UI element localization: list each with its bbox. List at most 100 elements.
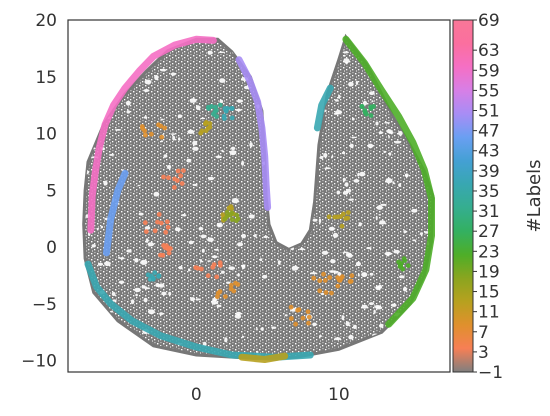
colorbar-tick-label: 35: [478, 182, 500, 202]
gap: [397, 355, 404, 358]
cluster-point: [227, 212, 233, 218]
colorbar-tick-label: 31: [478, 202, 500, 222]
label-cluster-16: [335, 273, 355, 284]
gap: [431, 135, 433, 140]
cluster-point: [207, 124, 213, 130]
cluster-point: [213, 104, 218, 110]
gap: [126, 110, 131, 114]
gap: [152, 365, 154, 368]
x-axis: 0 10: [191, 385, 350, 405]
gap: [159, 312, 164, 316]
gap: [437, 316, 442, 320]
gap: [329, 270, 335, 273]
cluster-point: [148, 273, 154, 279]
cluster-point: [178, 173, 184, 179]
cluster-point: [341, 211, 346, 217]
y-tick-label: −5: [32, 295, 57, 315]
cluster-point: [193, 265, 199, 270]
gap: [98, 335, 103, 341]
gap: [361, 272, 368, 278]
label-series-2: [103, 169, 129, 257]
gap: [145, 238, 149, 243]
gap: [383, 150, 387, 154]
cluster-point: [317, 288, 323, 294]
gap: [200, 234, 207, 239]
label-cluster-1: [193, 260, 223, 280]
gap: [304, 138, 307, 144]
gap: [259, 258, 263, 262]
gap: [398, 183, 402, 188]
colorbar-tick-label: 51: [478, 102, 500, 122]
gap: [294, 148, 297, 152]
gap: [371, 100, 374, 103]
cluster-point: [165, 219, 170, 225]
label-cluster-2: [139, 122, 168, 140]
gap: [140, 259, 148, 265]
gap: [137, 29, 142, 33]
gap: [276, 201, 284, 204]
gap: [399, 275, 405, 279]
gap: [97, 262, 104, 266]
gap: [360, 38, 366, 41]
cluster-point: [322, 278, 328, 283]
gap: [360, 32, 366, 36]
gap: [279, 192, 286, 196]
gap: [111, 292, 116, 296]
cluster-point: [311, 275, 317, 281]
gap: [393, 249, 400, 254]
cluster-point: [345, 215, 351, 221]
gap: [433, 88, 438, 92]
cluster-point: [368, 113, 374, 118]
gap: [355, 80, 359, 85]
cluster-point: [156, 212, 162, 217]
y-tick-label: 5: [46, 181, 57, 201]
colorbar-gradient: [452, 19, 474, 373]
gap: [98, 335, 101, 339]
gap: [78, 75, 81, 77]
gap: [137, 184, 141, 187]
gap: [195, 298, 201, 301]
gap: [304, 365, 310, 369]
gap: [375, 27, 378, 32]
gap: [126, 249, 132, 253]
gap: [143, 297, 148, 303]
gap: [261, 274, 268, 279]
label-cluster-13: [359, 104, 376, 118]
gap: [147, 242, 155, 247]
y-tick-label: 15: [35, 68, 57, 88]
gap: [125, 100, 131, 106]
gap: [359, 171, 366, 177]
gap: [269, 214, 277, 218]
gap: [190, 297, 196, 302]
gap: [305, 220, 309, 223]
cluster-point: [199, 128, 205, 134]
gap: [108, 153, 115, 156]
gap: [160, 140, 164, 143]
gap: [336, 190, 341, 195]
cluster-point: [337, 278, 343, 283]
gap: [328, 226, 335, 231]
cluster-point: [300, 315, 306, 321]
gap: [200, 117, 206, 120]
cluster-point: [306, 314, 312, 320]
gap: [428, 124, 432, 127]
gap: [161, 291, 167, 296]
gap: [297, 166, 304, 171]
gap: [188, 240, 194, 245]
gap: [180, 214, 187, 217]
gap: [143, 116, 148, 119]
gap: [401, 328, 406, 334]
gap: [198, 227, 204, 231]
gap: [412, 239, 417, 242]
gap: [230, 146, 236, 151]
cluster-point: [175, 168, 181, 174]
gap: [353, 179, 360, 183]
gap: [302, 115, 306, 121]
gap: [375, 285, 381, 291]
gap: [249, 142, 253, 148]
gap: [310, 272, 317, 275]
gap: [112, 299, 117, 302]
gap: [188, 268, 191, 272]
gap: [341, 151, 346, 155]
gap: [379, 220, 386, 225]
